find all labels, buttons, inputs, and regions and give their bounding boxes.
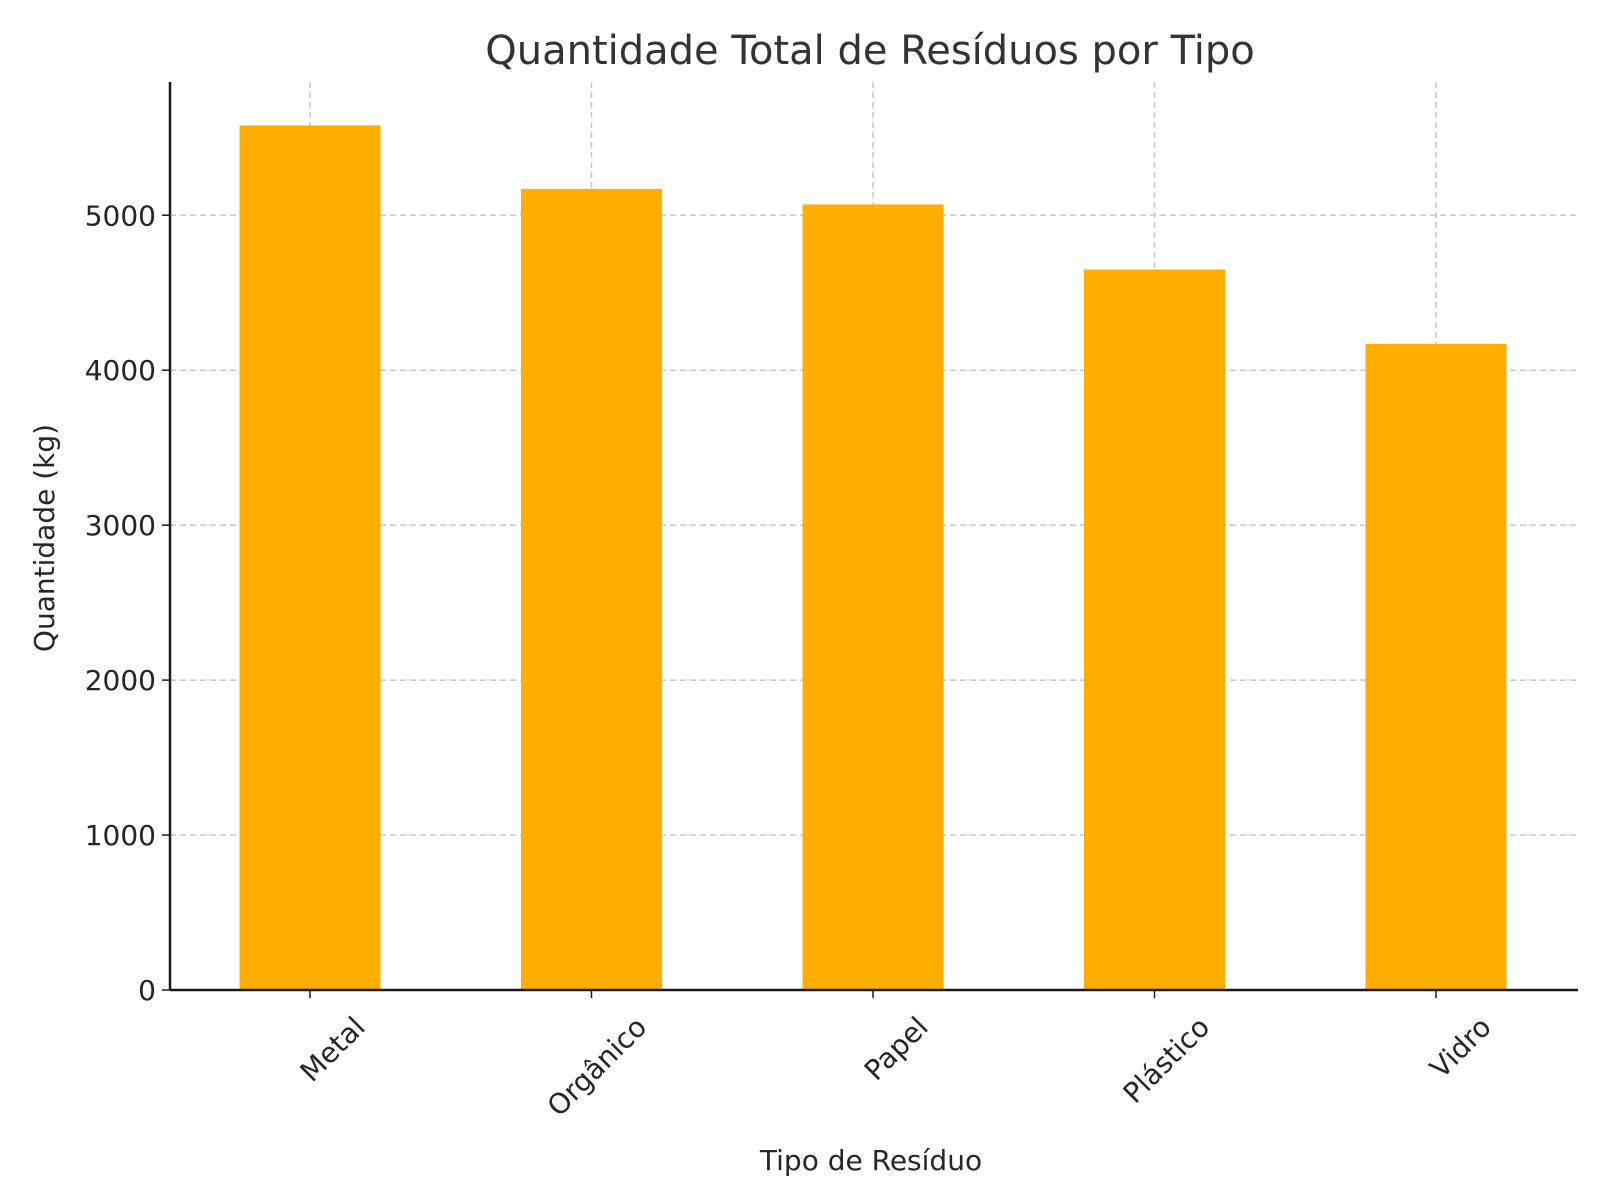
- bar-2: [802, 204, 944, 991]
- bar-3: [1084, 269, 1225, 991]
- y-tick-label: 2000: [85, 664, 156, 697]
- bar-1: [521, 188, 662, 990]
- bars-group: [239, 125, 1507, 991]
- y-tick-label: 3000: [85, 509, 156, 542]
- x-tick-label: Vidro: [1423, 1010, 1497, 1084]
- y-tick-label: 0: [138, 974, 156, 1007]
- x-axis-label: Tipo de Resíduo: [759, 1144, 982, 1177]
- axes-group: [168, 82, 1578, 992]
- x-tick-label: Orgânico: [541, 1010, 653, 1122]
- y-axis-label: Quantidade (kg): [28, 424, 61, 652]
- x-axis-ticks: Metal Orgânico Papel Plástico Vidro: [294, 990, 1498, 1123]
- y-tick-label: 4000: [85, 354, 156, 387]
- y-tick-label: 5000: [85, 199, 156, 232]
- chart-title: Quantidade Total de Resíduos por Tipo: [485, 28, 1255, 74]
- bar-4: [1365, 343, 1507, 990]
- y-axis-ticks: 0 1000 2000 3000 4000 5000: [85, 199, 170, 1007]
- bar-0: [239, 125, 381, 990]
- x-tick-label: Plástico: [1117, 1010, 1216, 1109]
- x-tick-label: Metal: [294, 1010, 372, 1088]
- x-tick-label: Papel: [858, 1010, 935, 1087]
- y-tick-label: 1000: [85, 819, 156, 852]
